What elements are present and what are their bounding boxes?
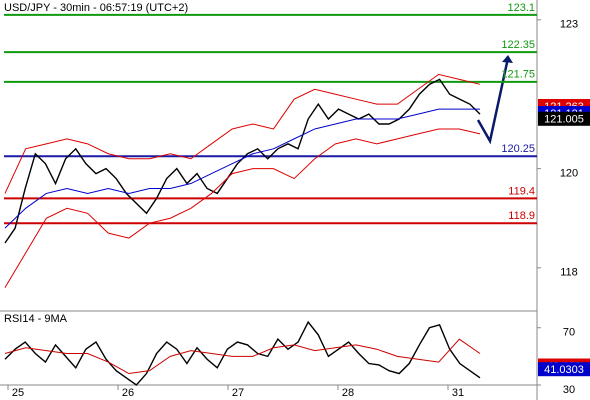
x-tick-label: 25 xyxy=(12,387,24,399)
chart-title: USD/JPY - 30min - 06:57:19 (UTC+2) xyxy=(4,2,188,14)
arrow-head xyxy=(502,55,513,63)
series-line xyxy=(4,338,481,375)
series-line xyxy=(4,320,481,386)
x-tick-label: 27 xyxy=(232,387,244,399)
price-tag xyxy=(538,111,590,126)
level-label: 120.25 xyxy=(501,143,535,155)
x-tick-label: 28 xyxy=(342,387,354,399)
y-tick-label: 118 xyxy=(560,267,578,279)
price-tag xyxy=(538,362,590,377)
x-tick-label: 26 xyxy=(122,387,134,399)
series-line xyxy=(4,128,481,288)
price-tag-label: 121.005 xyxy=(544,114,584,126)
level-label: 122.35 xyxy=(501,39,535,51)
price-tag-label: 41.0303 xyxy=(544,364,584,376)
level-label: 123.1 xyxy=(507,2,535,14)
series-line xyxy=(4,73,481,194)
level-label: 118.9 xyxy=(508,210,535,222)
y-tick-label: 123 xyxy=(560,19,578,31)
series-line xyxy=(4,108,480,229)
x-tick-label: 31 xyxy=(452,387,464,399)
y-tick-label: 120 xyxy=(560,168,578,180)
y-tick-label: 30 xyxy=(563,384,575,396)
projection-arrow xyxy=(476,57,510,145)
level-label: 121.75 xyxy=(501,69,535,81)
rsi-title: RSI14 - 9MA xyxy=(4,313,68,325)
level-label: 119.4 xyxy=(508,185,535,197)
y-tick-label: 70 xyxy=(563,327,575,339)
